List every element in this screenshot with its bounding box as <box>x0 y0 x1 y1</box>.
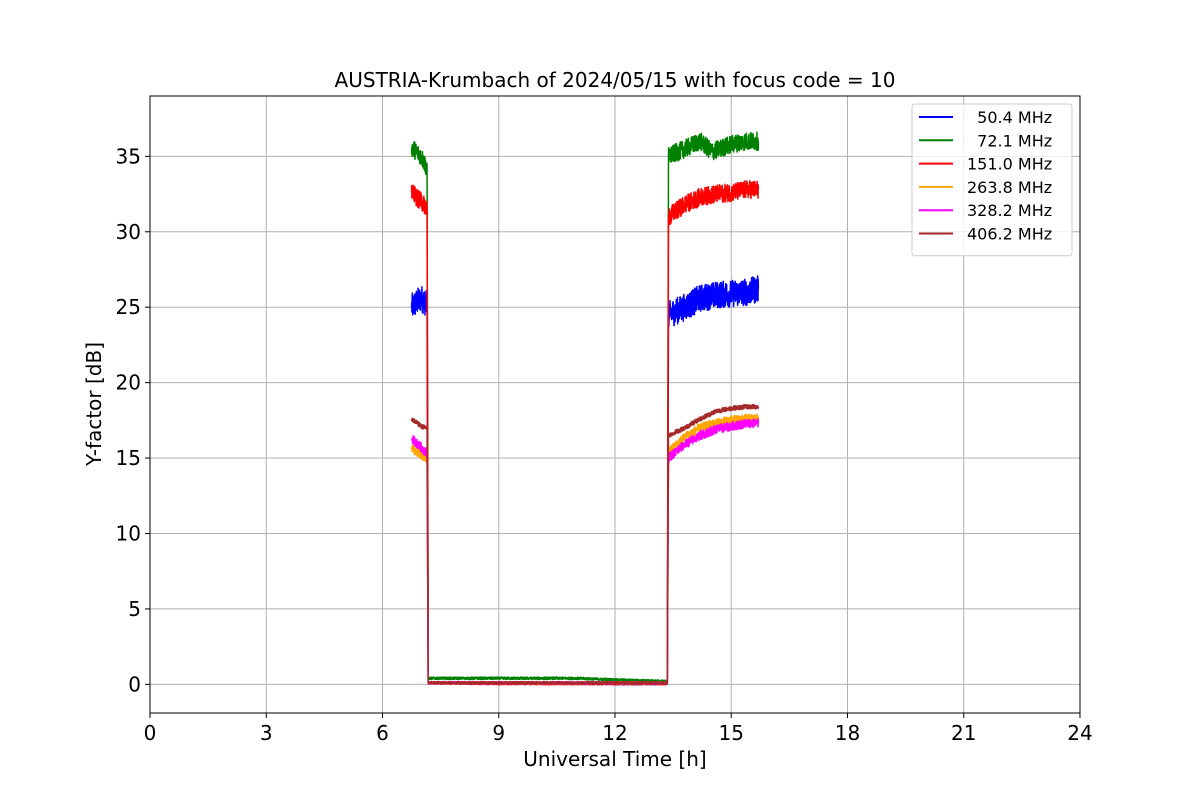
series-layer <box>410 131 760 686</box>
legend-label: 72.1 MHz <box>967 131 1052 150</box>
series-line <box>410 403 760 685</box>
legend-label: 406.2 MHz <box>967 225 1052 244</box>
legend-label: 328.2 MHz <box>967 201 1052 220</box>
chart-title: AUSTRIA-Krumbach of 2024/05/15 with focu… <box>335 68 896 92</box>
x-tick-label: 18 <box>835 721 860 745</box>
x-tick-label: 15 <box>719 721 744 745</box>
legend-box <box>911 103 1073 257</box>
y-tick-label: 20 <box>116 371 141 395</box>
x-tick-label: 3 <box>260 721 273 745</box>
y-tick-label: 10 <box>116 521 141 545</box>
x-tick-label: 24 <box>1067 721 1092 745</box>
x-tick-label: 9 <box>492 721 505 745</box>
x-axis: 0 3 6 9 12 15 18 21 24 <box>144 713 1093 745</box>
x-axis-label: Universal Time [h] <box>523 747 706 771</box>
legend-label: 263.8 MHz <box>967 178 1052 197</box>
x-tick-label: 6 <box>376 721 389 745</box>
series-line <box>410 131 760 684</box>
y-axis-label: Y-factor [dB] <box>82 342 106 467</box>
y-tick-label: 5 <box>128 597 141 621</box>
y-tick-label: 0 <box>128 672 141 696</box>
y-tick-label: 35 <box>116 144 141 168</box>
legend: 50.4 MHz 72.1 MHz 151.0 MHz 263.8 MHz 328.2… <box>911 103 1073 257</box>
x-tick-label: 0 <box>144 721 157 745</box>
x-tick-label: 21 <box>951 721 976 745</box>
y-tick-label: 25 <box>116 295 141 319</box>
legend-label: 151.0 MHz <box>967 155 1052 174</box>
y-tick-label: 15 <box>116 446 141 470</box>
y-axis: 0 5 10 15 20 25 30 35 <box>116 144 150 696</box>
y-tick-label: 30 <box>116 220 141 244</box>
x-tick-label: 12 <box>602 721 627 745</box>
legend-label: 50.4 MHz <box>967 108 1052 127</box>
